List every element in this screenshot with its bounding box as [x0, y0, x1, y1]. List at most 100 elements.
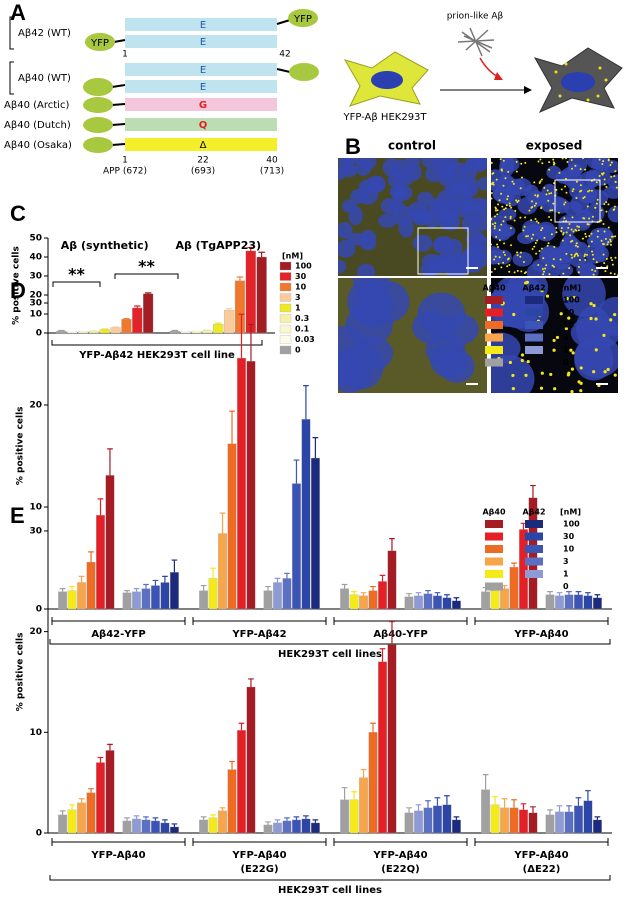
aggregate — [572, 188, 575, 191]
aggregate — [587, 245, 590, 248]
bar — [481, 591, 490, 610]
legend-swatch — [485, 532, 503, 541]
error-bar — [123, 318, 130, 320]
legend-swatch — [485, 545, 503, 553]
aggregates — [554, 62, 608, 102]
bar — [414, 595, 423, 610]
aggregate — [568, 267, 571, 270]
linker — [111, 19, 291, 146]
bar — [311, 457, 320, 610]
aggregate — [548, 161, 551, 164]
nucleus — [561, 233, 578, 253]
aggregate — [493, 227, 496, 230]
aggregate — [548, 273, 551, 276]
aggregate — [563, 203, 566, 206]
aggregate — [611, 235, 614, 238]
bar — [263, 824, 273, 834]
bar — [121, 319, 132, 334]
aggregate — [588, 217, 591, 220]
bar — [191, 331, 202, 334]
bar — [452, 819, 461, 834]
aggregate — [533, 204, 536, 207]
aggregate — [613, 205, 616, 208]
error-bar — [444, 795, 450, 805]
aggregate — [596, 198, 599, 201]
y-tick-label: 10 — [29, 728, 42, 738]
category-bracket — [51, 838, 186, 846]
error-bar — [107, 448, 113, 476]
category-bracket — [192, 617, 327, 625]
legend-swatch — [525, 308, 543, 317]
aggregate — [540, 178, 543, 181]
nucleus — [438, 350, 475, 383]
aggregate — [498, 228, 501, 231]
error-bar — [97, 498, 104, 516]
legend-label: 30 — [295, 272, 307, 281]
arrowhead — [494, 72, 503, 80]
error-bar — [78, 575, 85, 583]
aggregate — [509, 215, 512, 218]
bar — [490, 590, 500, 610]
bar — [105, 475, 115, 610]
bar — [122, 592, 132, 610]
bar — [490, 804, 500, 834]
nucleus — [470, 213, 487, 232]
aggregate — [602, 253, 605, 256]
aggregate — [523, 225, 526, 228]
aggregate — [561, 158, 564, 160]
legend-swatch — [525, 346, 543, 354]
legend-label: 0.1 — [295, 325, 310, 334]
bar — [263, 590, 273, 610]
aggregate — [555, 335, 560, 340]
aggregate — [613, 373, 617, 377]
bar — [67, 809, 77, 834]
aggregate — [574, 244, 577, 247]
nucleus — [471, 233, 487, 248]
aggregate — [537, 160, 540, 163]
aggregate — [559, 312, 563, 316]
error-bar — [453, 816, 460, 820]
error-bar — [210, 814, 216, 818]
aggregate — [577, 271, 580, 274]
aggregate — [534, 194, 537, 197]
aggregate — [570, 367, 575, 371]
error-bar — [284, 817, 290, 821]
aggregate — [609, 272, 612, 275]
construct-label: Aβ40 (WT) — [18, 73, 71, 84]
aggregate — [575, 252, 578, 255]
aggregate — [531, 206, 534, 209]
aggregate — [538, 181, 541, 184]
aggregate — [564, 158, 567, 160]
aggregate — [500, 192, 503, 195]
bar — [169, 330, 180, 334]
error-bar — [312, 819, 319, 823]
aggregate — [591, 253, 594, 256]
aggregate — [564, 185, 567, 188]
y-tick-label: 40 — [29, 253, 42, 263]
aggregate — [491, 161, 493, 164]
aggregate — [584, 232, 587, 235]
significance-bracket — [114, 273, 179, 279]
bar — [56, 330, 67, 334]
aggregate — [543, 186, 546, 189]
aggregate — [549, 209, 552, 212]
nucleus — [380, 197, 399, 215]
aggregate — [563, 217, 566, 220]
error-bar — [547, 591, 553, 595]
error-bar — [133, 815, 140, 819]
legend-swatch — [485, 582, 503, 591]
aggregate — [500, 223, 503, 226]
bar — [99, 329, 110, 334]
aggregate — [571, 190, 574, 193]
bar — [141, 588, 151, 610]
aggregate — [579, 168, 582, 171]
micrograph — [491, 158, 618, 276]
nucleus — [338, 221, 353, 239]
error-bar — [144, 292, 152, 294]
nucleus — [592, 245, 609, 263]
category-label: Aβ40-YFP — [373, 629, 427, 640]
aggregate — [606, 265, 609, 268]
aggregate — [570, 228, 573, 231]
bar — [199, 819, 208, 834]
legend-title: [nM] — [560, 508, 581, 517]
